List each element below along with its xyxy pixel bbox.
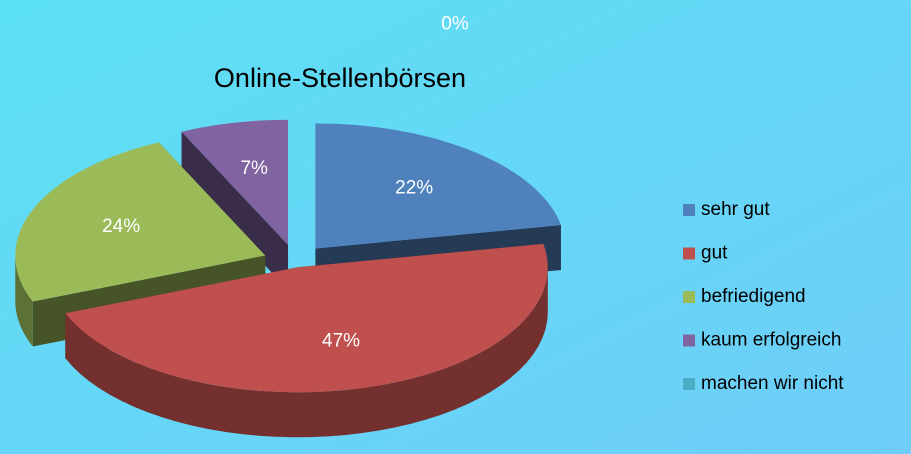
- pie-slice: [181, 119, 289, 290]
- data-label: 47%: [322, 331, 360, 352]
- pie-slice: [65, 243, 548, 438]
- legend-label: kaum erfolgreich: [701, 330, 841, 351]
- legend-label: befriedigend: [701, 286, 806, 307]
- data-label: 0%: [441, 14, 469, 35]
- legend-swatch: [683, 204, 695, 216]
- data-label: 7%: [240, 158, 268, 179]
- slice-wall: [65, 267, 548, 438]
- legend-swatch: [683, 291, 695, 303]
- slice-side: [181, 131, 289, 290]
- legend-label: machen wir nicht: [701, 373, 844, 394]
- data-label: 22%: [395, 178, 433, 199]
- legend-swatch: [683, 247, 695, 260]
- chart-title: Online-Stellenbörsen: [214, 63, 466, 93]
- slice-top: [181, 119, 289, 245]
- legend-swatch: [683, 378, 695, 390]
- slice-wall: [15, 255, 33, 347]
- slice-top: [15, 142, 266, 302]
- legend-label: sehr gut: [701, 199, 770, 220]
- slice-top: [65, 243, 548, 393]
- legend-label: gut: [701, 243, 728, 264]
- slice-top: [315, 123, 561, 249]
- data-label: 24%: [102, 216, 140, 237]
- legend-swatch: [683, 334, 695, 347]
